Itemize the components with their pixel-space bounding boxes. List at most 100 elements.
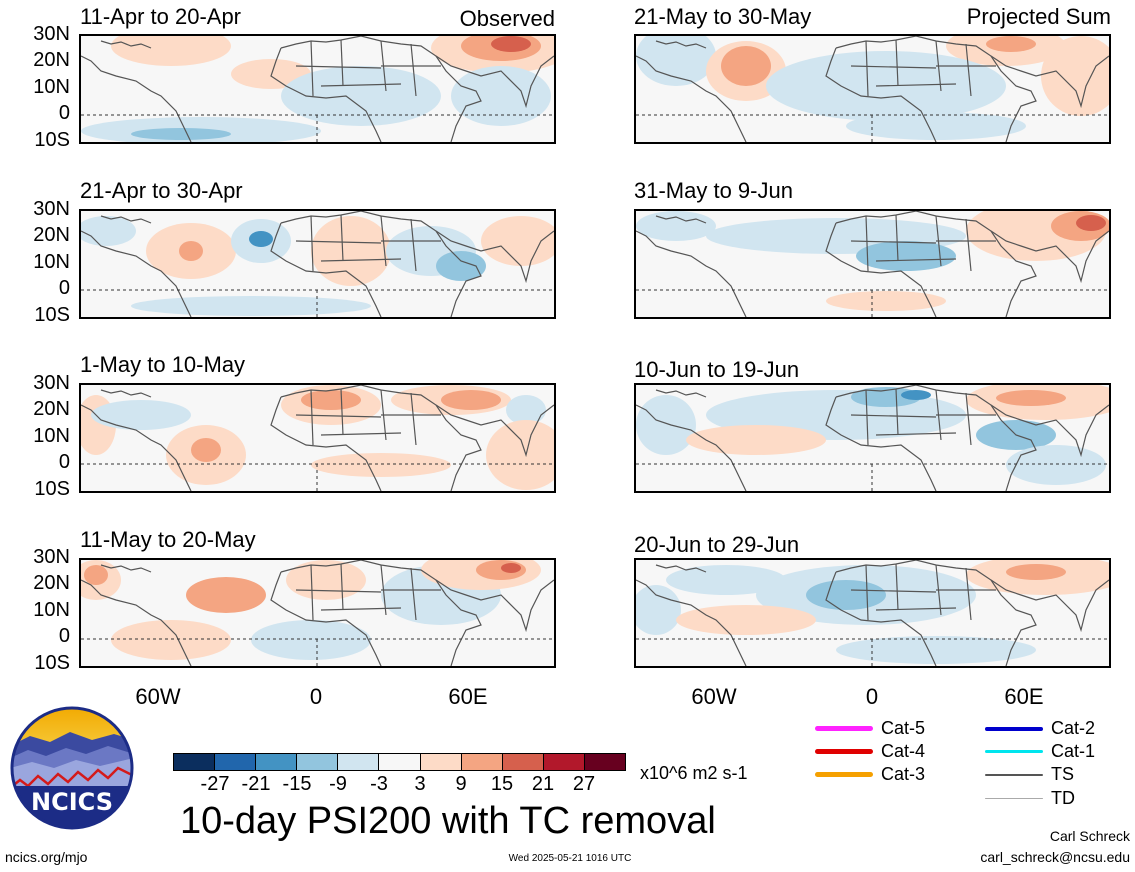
anomaly-contour <box>191 438 221 462</box>
anomaly-map <box>81 36 554 142</box>
anomaly-map <box>636 385 1109 491</box>
lat-label: 30N <box>33 198 70 220</box>
colorbar-label: -3 <box>370 773 388 795</box>
map-panel <box>79 209 556 319</box>
email: carl_schreck@ncsu.edu <box>980 849 1130 865</box>
lon-label: 60W <box>135 684 181 709</box>
panel-title: 11-May to 20-May <box>80 527 256 552</box>
lat-label: 0 <box>58 277 70 299</box>
coastline <box>990 55 1109 109</box>
anomaly-contour <box>131 128 231 140</box>
anomaly-map <box>636 560 1109 666</box>
map-panel <box>634 558 1111 668</box>
coastline <box>310 40 314 97</box>
coastline <box>915 211 1037 317</box>
colorbar-swatch <box>379 754 421 770</box>
coastline <box>340 563 344 611</box>
legend-label: Cat-2 <box>1051 718 1096 738</box>
map-panel <box>634 209 1111 319</box>
coastline <box>360 211 482 317</box>
coastline <box>850 240 937 244</box>
colorbar-swatch <box>502 754 544 770</box>
coastline <box>965 43 972 97</box>
anomaly-contour <box>131 296 371 316</box>
coastline <box>280 385 362 398</box>
coastline <box>435 404 554 458</box>
coastline <box>310 564 314 621</box>
anomaly-map <box>636 36 1109 142</box>
legend-swatch <box>985 773 1043 776</box>
lat-label: 0 <box>58 625 70 647</box>
coastline <box>410 43 417 97</box>
anomaly-contour <box>1041 36 1109 116</box>
lon-label: 60E <box>1004 684 1044 709</box>
website-link[interactable]: ncics.org/mjo <box>5 849 88 865</box>
lat-label: 20N <box>33 572 70 594</box>
colorbar-swatch <box>338 754 380 770</box>
anomaly-contour <box>311 216 391 286</box>
coastline <box>270 396 382 491</box>
coastline <box>875 432 957 436</box>
legend-item-td: TD <box>985 788 1075 809</box>
anomaly-contour <box>1006 445 1106 485</box>
anomaly-contour <box>301 390 361 410</box>
anomaly-contour <box>996 390 1066 406</box>
coastline <box>825 222 937 317</box>
coastline <box>895 214 899 262</box>
colorbar-label: -27 <box>200 773 230 795</box>
anomaly-contour <box>179 241 203 261</box>
anomaly-contour <box>636 36 716 86</box>
map-panel <box>79 383 556 493</box>
coastline <box>360 560 482 666</box>
coastline <box>410 567 417 621</box>
anomaly-contour <box>986 36 1036 52</box>
legend-swatch <box>985 726 1043 731</box>
coastline <box>636 404 747 491</box>
panel-title: 31-May to 9-Jun <box>634 178 793 203</box>
lat-label: 30N <box>33 23 70 45</box>
coastline <box>835 211 917 224</box>
coastline <box>340 388 344 436</box>
colorbar-label: 15 <box>490 773 514 795</box>
legend-label: Cat-5 <box>881 718 926 738</box>
coastline <box>875 83 957 87</box>
coastline <box>825 571 937 666</box>
panel-tag: Observed <box>459 6 555 31</box>
panel-title: 1-May to 10-May <box>80 352 246 377</box>
lat-label: 0 <box>58 102 70 124</box>
coastline <box>850 414 937 418</box>
coastline <box>320 258 402 262</box>
anomaly-map <box>81 560 554 666</box>
lat-label: 10S <box>34 304 70 326</box>
anomaly-contour <box>836 636 1036 664</box>
legend-item-cat4: Cat-4 <box>815 741 925 762</box>
coastline <box>280 211 362 224</box>
panel-title: 10-Jun to 19-Jun <box>634 357 800 382</box>
anomaly-contour <box>251 620 371 660</box>
coastline <box>965 567 972 621</box>
lon-label: 0 <box>865 684 879 709</box>
lat-label: 10S <box>34 478 70 500</box>
anomaly-contour <box>91 400 191 430</box>
anomaly-contour <box>481 216 554 266</box>
coastline <box>835 36 917 49</box>
coastline <box>636 230 747 317</box>
coastline <box>636 55 747 142</box>
coastline <box>835 385 917 398</box>
coastline <box>81 404 192 491</box>
lat-label: 30N <box>33 546 70 568</box>
coastline <box>295 240 382 244</box>
coastline <box>270 47 382 142</box>
coastline <box>895 388 899 436</box>
anomaly-contour <box>826 291 946 311</box>
colorbar-label: -15 <box>282 773 312 795</box>
anomaly-contour <box>441 390 501 410</box>
anomaly-map <box>636 211 1109 317</box>
ncics-logo: NCICS <box>10 706 134 830</box>
anomaly-contour <box>81 216 136 246</box>
legend-swatch <box>815 749 873 754</box>
coastline <box>990 230 1109 284</box>
coastline <box>340 39 344 87</box>
map-panel <box>79 34 556 144</box>
coastline <box>825 396 937 491</box>
